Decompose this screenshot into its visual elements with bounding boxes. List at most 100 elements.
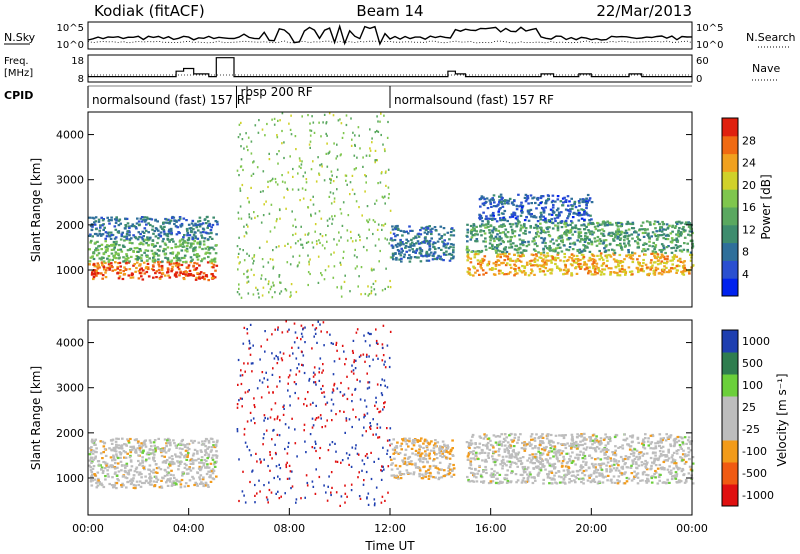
heatmap-cell (592, 267, 595, 270)
heatmap-cell (591, 258, 594, 261)
heatmap-cell (432, 459, 435, 462)
heatmap-cell (157, 447, 160, 450)
heatmap-cell (170, 469, 173, 472)
heatmap-cell (137, 220, 141, 223)
heatmap-cell (598, 242, 601, 245)
heatmap-cell (132, 250, 135, 253)
heatmap-cell (630, 449, 634, 452)
heatmap-cell (208, 236, 212, 239)
heatmap-cell (146, 249, 150, 252)
heatmap-cell (574, 224, 578, 227)
heatmap-cell (344, 492, 347, 495)
heatmap-cell (679, 480, 683, 483)
heatmap-cell (179, 442, 182, 445)
heatmap-cell (478, 273, 481, 276)
heatmap-cell (422, 465, 425, 469)
heatmap-cell (123, 235, 126, 238)
heatmap-cell (201, 478, 205, 481)
heatmap-cell (399, 445, 403, 448)
heatmap-cell (191, 237, 195, 241)
heatmap-cell (429, 449, 433, 452)
heatmap-cell (213, 260, 217, 263)
heatmap-cell (411, 244, 414, 247)
heatmap-cell (370, 286, 373, 289)
heatmap-cell (257, 292, 260, 295)
heatmap-cell (607, 267, 611, 270)
heatmap-cell (670, 247, 673, 250)
heatmap-cell (529, 461, 532, 464)
heatmap-cell (328, 475, 330, 478)
heatmap-cell (355, 331, 358, 334)
heatmap-cell (554, 248, 557, 251)
heatmap-cell (173, 476, 176, 480)
heatmap-cell (525, 198, 529, 201)
heatmap-cell (642, 235, 646, 238)
heatmap-cell (302, 364, 304, 367)
heatmap-cell (427, 259, 431, 262)
heatmap-cell (140, 267, 143, 270)
heatmap-cell (569, 208, 572, 211)
heatmap-cell (542, 270, 545, 273)
heatmap-cell (386, 449, 389, 452)
heatmap-cell (187, 223, 191, 226)
heatmap-cell (675, 464, 678, 467)
heatmap-cell (273, 226, 276, 229)
heatmap-cell (518, 205, 521, 208)
heatmap-cell (653, 248, 656, 251)
heatmap-cell (491, 197, 494, 200)
heatmap-cell (617, 265, 620, 268)
heatmap-cell (627, 253, 631, 256)
heatmap-cell (686, 250, 689, 253)
heatmap-cell (95, 447, 98, 450)
heatmap-cell (619, 260, 623, 263)
heatmap-cell (307, 391, 309, 394)
heatmap-cell (396, 467, 399, 470)
heatmap-cell (196, 254, 200, 257)
heatmap-cell (530, 253, 534, 256)
heatmap-cell (272, 265, 275, 268)
heatmap-cell (157, 268, 161, 271)
heatmap-cell (333, 197, 336, 200)
heatmap-cell (674, 249, 678, 252)
heatmap-cell (374, 149, 377, 152)
heatmap-cell (632, 454, 635, 457)
heatmap-cell (134, 237, 138, 240)
heatmap-cell (175, 233, 179, 236)
heatmap-cell (91, 467, 95, 470)
heatmap-cell (91, 438, 94, 441)
heatmap-cell (106, 257, 109, 260)
heatmap-cell (691, 245, 695, 248)
heatmap-cell (193, 240, 196, 243)
heatmap-cell (259, 190, 262, 193)
heatmap-cell (497, 269, 501, 272)
heatmap-cell (492, 205, 496, 208)
heatmap-cell (170, 270, 173, 273)
heatmap-cell (282, 405, 284, 408)
heatmap-cell (561, 481, 565, 484)
heatmap-cell (104, 475, 107, 478)
heatmap-cell (263, 433, 265, 436)
heatmap-cell (541, 452, 545, 455)
heatmap-cell (283, 196, 285, 199)
heatmap-cell (208, 470, 212, 473)
heatmap-cell (476, 250, 479, 253)
nsky-traces (87, 24, 693, 46)
heatmap-cell (117, 219, 121, 222)
heatmap-cell (592, 260, 595, 263)
heatmap-cell (622, 270, 626, 273)
heatmap-cell (483, 255, 487, 258)
heatmap-cell (183, 234, 186, 237)
heatmap-cell (286, 187, 288, 190)
heatmap-cell (141, 238, 145, 241)
heatmap-cell (384, 202, 386, 205)
heatmap-cell (339, 391, 342, 394)
heatmap-cell (294, 242, 297, 245)
heatmap-cell (506, 236, 509, 239)
heatmap-cell (156, 220, 159, 223)
heatmap-cell (307, 233, 309, 236)
heatmap-cell (656, 238, 659, 241)
heatmap-cell (520, 251, 524, 254)
heatmap-cell (93, 273, 96, 276)
heatmap-cell (399, 238, 402, 242)
heatmap-cell (473, 446, 477, 450)
